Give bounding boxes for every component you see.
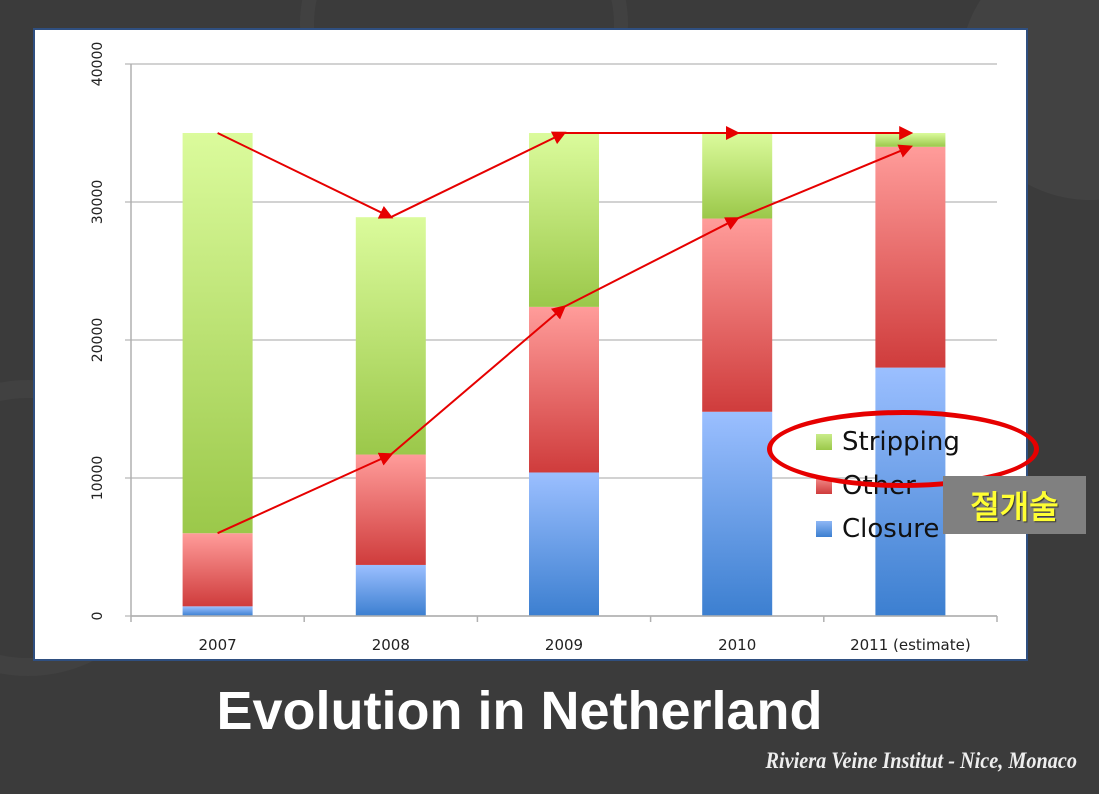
trend-arrows <box>217 126 914 535</box>
bar-segment-other <box>875 146 946 368</box>
closure-other-trend-arrow <box>563 217 740 308</box>
highlight-ellipse <box>767 410 1039 488</box>
bar-segment-stripping <box>875 133 946 147</box>
bar-segment-closure <box>529 472 599 616</box>
y-tick-label: 20000 <box>90 318 106 363</box>
bar-segment-other <box>702 218 773 412</box>
bar-series <box>182 133 946 616</box>
legend-label: Closure <box>842 514 940 544</box>
bar-segment-stripping <box>355 217 426 455</box>
slide-title: Evolution in Netherland <box>216 681 823 741</box>
y-tick-label: 30000 <box>90 180 106 225</box>
bar-segment-closure <box>702 411 773 616</box>
x-tick-label: 2008 <box>372 636 410 654</box>
bar-segment-closure <box>875 367 946 616</box>
x-tick-label: 2011 (estimate) <box>850 636 971 654</box>
x-tick-label: 2007 <box>199 636 237 654</box>
bar-segment-closure <box>355 564 426 616</box>
total-trend-arrow <box>390 131 567 219</box>
y-tick-label: 0 <box>90 612 106 621</box>
bar-segment-other <box>529 306 599 473</box>
bar-segment-stripping <box>182 133 253 534</box>
credit-text: Riviera Veine Institut - Nice, Monaco <box>765 748 1077 773</box>
y-tick-label: 40000 <box>90 42 106 87</box>
bar-segment-stripping <box>702 133 773 219</box>
annotation-label: 절개술 <box>943 476 1086 534</box>
y-axis-ticks: 0 10000 20000 30000 40000 <box>90 42 106 621</box>
bar-segment-other <box>355 454 426 565</box>
x-tick-label: 2009 <box>545 636 583 654</box>
bar-segment-other <box>182 533 253 607</box>
other-swatch-icon <box>816 478 832 494</box>
x-tick-label: 2010 <box>718 636 756 654</box>
closure-other-trend-arrow <box>390 305 567 456</box>
bar-segment-stripping <box>529 133 599 307</box>
closure-other-trend-arrow <box>217 452 394 535</box>
x-axis: 2007 2008 2009 2010 2011 (estimate) <box>130 615 998 654</box>
closure-other-trend-arrow <box>736 144 913 220</box>
y-tick-label: 10000 <box>90 456 106 501</box>
closure-swatch-icon <box>816 521 832 537</box>
total-trend-arrow <box>217 132 394 219</box>
bar-segment-closure <box>182 606 253 616</box>
legend-item-closure: Closure <box>816 514 939 544</box>
